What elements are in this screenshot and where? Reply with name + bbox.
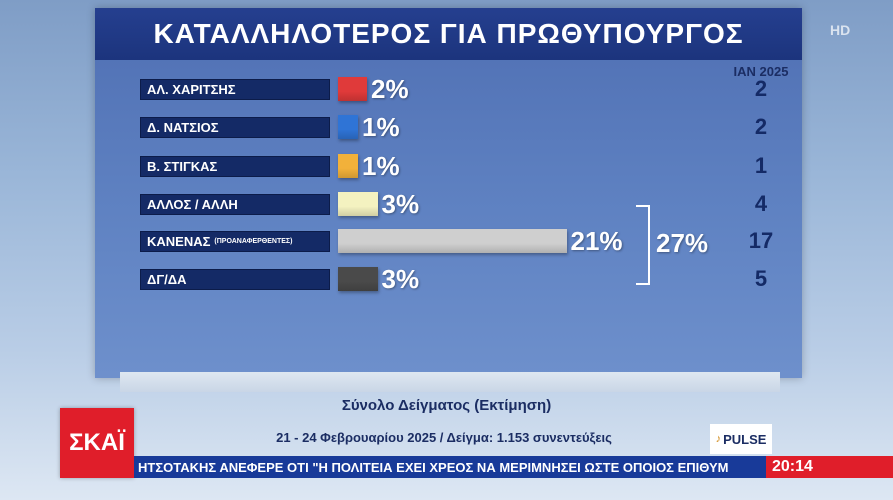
bar (338, 115, 358, 139)
category-label: Β. ΣΤΙΓΚΑΣ (140, 156, 330, 177)
survey-dates: 21 - 24 Φεβρουαρίου 2025 / Δείγμα: 1.153… (276, 429, 612, 445)
category-name: ΚΑΝΕΝΑΣ (147, 234, 211, 249)
category-name: Β. ΣΤΙΓΚΑΣ (147, 159, 218, 174)
group-bracket (636, 205, 650, 285)
comparison-value: 4 (754, 191, 768, 216)
category-label: ΑΛΛΟΣ / ΑΛΛΗ (140, 194, 330, 215)
category-name: ΑΛ. ΧΑΡΙΤΣΗΣ (147, 82, 236, 97)
pollster-logo: ♪ PULSE (710, 424, 772, 454)
category-name: ΑΛΛΟΣ / ΑΛΛΗ (147, 197, 238, 212)
comparison-value: 1 (754, 153, 768, 178)
comparison-value: 2 (754, 114, 768, 139)
chart-title: ΚΑΤΑΛΛΗΛΟΤΕΡΟΣ ΓΙΑ ΠΡΩΘΥΠΟΥΡΓΟΣ (153, 18, 744, 49)
bar (338, 77, 367, 101)
bar (338, 154, 358, 178)
value-label: 1% (362, 151, 400, 181)
bar (338, 192, 378, 216)
category-sublabel: (ΠΡΟΑΝΑΦΕΡΘΕΝΤΕΣ) (214, 238, 293, 245)
value-label: 2% (371, 74, 409, 104)
category-label: ΑΛ. ΧΑΡΙΤΣΗΣ (140, 79, 330, 100)
stage-ledge (120, 372, 780, 392)
comparison-header: ΙΑΝ 2025 (733, 64, 789, 79)
value-label: 3% (381, 189, 420, 219)
news-ticker: ΗΤΣΟΤΑΚΗΣ ΑΝΕΦΕΡΕ ΟΤΙ "Η ΠΟΛΙΤΕΙΑ ΕΧΕΙ Χ… (134, 456, 766, 478)
value-label: 1% (362, 112, 400, 142)
comparison-value: 5 (754, 266, 768, 291)
value-label: 21% (570, 226, 623, 256)
broadcast-clock: 20:14 (766, 456, 893, 478)
title-bar: ΚΑΤΑΛΛΗΛΟΤΕΡΟΣ ΓΙΑ ΠΡΩΘΥΠΟΥΡΓΟΣ (95, 8, 802, 60)
category-label: Δ. ΝΑΤΣΙΟΣ (140, 117, 330, 138)
bar (338, 267, 378, 291)
pulse-mark-icon: ♪ (715, 433, 722, 445)
category-label: ΔΓ/ΔΑ (140, 269, 330, 290)
group-total-label: 27% (656, 228, 709, 258)
bar (338, 229, 567, 253)
value-label: 3% (381, 264, 420, 294)
sample-note: Σύνολο Δείγματος (Εκτίμηση) (341, 396, 552, 414)
category-label: ΚΑΝΕΝΑΣ (ΠΡΟΑΝΑΦΕΡΘΕΝΤΕΣ) (140, 231, 330, 252)
chart-panel (95, 8, 802, 378)
pollster-logo-text: PULSE (723, 431, 767, 447)
category-name: Δ. ΝΑΤΣΙΟΣ (147, 120, 219, 135)
category-name: ΔΓ/ΔΑ (147, 272, 187, 287)
channel-logo: ΣΚΑΪ (60, 408, 134, 478)
hd-badge: HD (830, 22, 851, 38)
comparison-value: 2 (754, 76, 768, 101)
comparison-value: 17 (748, 228, 774, 253)
